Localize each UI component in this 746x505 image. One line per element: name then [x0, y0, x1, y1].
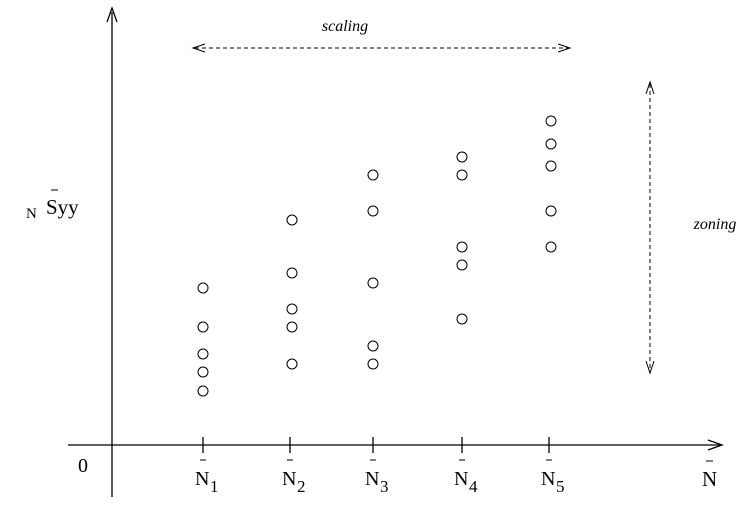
tick-label-index: 1 [210, 477, 219, 496]
point [197, 385, 209, 397]
tick-label-index: 3 [380, 477, 389, 496]
origin-label: 0 [78, 455, 88, 477]
point [197, 282, 209, 294]
zoning-label: zoning [693, 216, 737, 233]
point [197, 366, 209, 378]
point [545, 241, 557, 253]
zoning-arrow-head [645, 80, 655, 95]
point [545, 115, 557, 127]
scaling-label: scaling [322, 18, 368, 35]
tick-label: N [541, 468, 555, 490]
point [456, 151, 468, 163]
point [367, 277, 379, 289]
point [286, 358, 298, 370]
tick-label: N [365, 468, 379, 490]
x-label: N [702, 467, 717, 491]
point [367, 205, 379, 217]
point [456, 259, 468, 271]
point [367, 169, 379, 181]
scaling-arrow-head [191, 43, 206, 53]
point [367, 340, 379, 352]
zoning-arrow-head [645, 360, 655, 375]
point [545, 160, 557, 172]
point [286, 321, 298, 333]
point [286, 214, 298, 226]
y-axis-arrow [106, 6, 118, 23]
point [545, 205, 557, 217]
point [197, 348, 209, 360]
point [286, 303, 298, 315]
tick-label-index: 4 [469, 477, 478, 496]
tick-label-index: 2 [297, 477, 306, 496]
tick-label: N [195, 468, 209, 490]
point [545, 138, 557, 150]
points [197, 115, 557, 397]
tick-label: N [282, 468, 296, 490]
tick-label-index: 5 [556, 477, 565, 496]
point [456, 313, 468, 325]
point [456, 241, 468, 253]
tick-label: N [454, 468, 468, 490]
scaling-arrow-head [557, 43, 572, 53]
point [197, 321, 209, 333]
point [286, 267, 298, 279]
y-label-subscript: N [26, 206, 37, 222]
x-axis-arrow [707, 439, 724, 451]
point [456, 169, 468, 181]
point [367, 358, 379, 370]
y-label: Syy [46, 195, 79, 219]
